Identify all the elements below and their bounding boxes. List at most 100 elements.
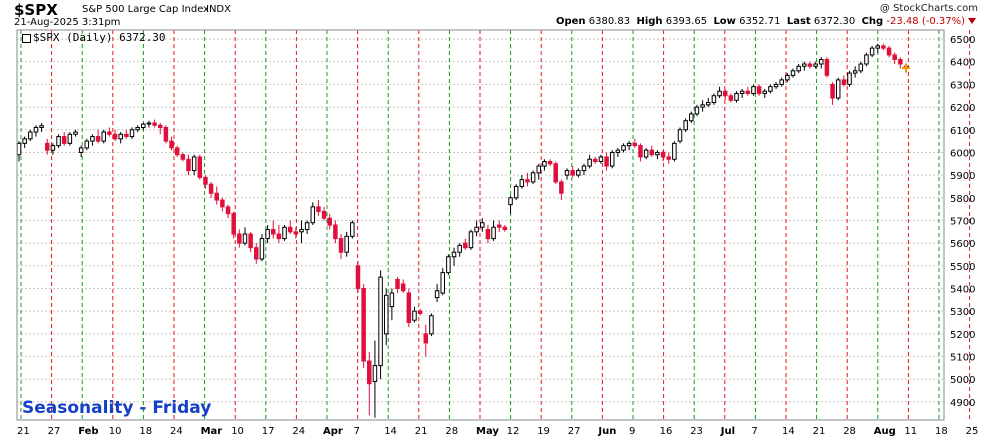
- candle-body: [621, 145, 626, 151]
- candle-body: [694, 106, 700, 115]
- last-value: 6372.30: [813, 16, 856, 27]
- candle-body: [400, 283, 406, 292]
- candle-body: [174, 147, 180, 156]
- series-legend: $SPX (Daily) 6372.30: [22, 31, 165, 44]
- y-tick-label: 5500: [950, 262, 975, 273]
- candle-body: [593, 158, 598, 163]
- candle-body: [248, 233, 253, 249]
- x-tick-label: Apr: [323, 426, 343, 437]
- overlay-title: Seasonality - Friday: [22, 398, 212, 418]
- candle-body: [395, 278, 400, 289]
- x-tick-label: 24: [170, 426, 183, 437]
- x-tick-label: 27: [568, 426, 581, 437]
- candle-body: [626, 142, 632, 147]
- candle-body: [157, 124, 163, 129]
- high-label: High: [636, 16, 663, 27]
- candle-body: [796, 65, 801, 72]
- candle-body: [338, 238, 344, 253]
- candle-body: [191, 156, 197, 172]
- candle-body: [169, 140, 174, 149]
- candle-body: [276, 233, 282, 240]
- candle-body: [383, 294, 389, 335]
- candle-body: [463, 242, 468, 249]
- candle-body: [739, 90, 745, 94]
- exchange-label: INDX: [206, 4, 231, 15]
- candle-body: [576, 170, 581, 176]
- candle-body: [220, 199, 225, 208]
- candle-body: [44, 142, 50, 151]
- candle-body: [61, 136, 67, 144]
- brand-label: @ StockCharts.com: [879, 3, 978, 14]
- quote-summary: Open 6380.83 High 6393.65 Low 6352.71 La…: [556, 16, 976, 27]
- candle-body: [502, 226, 508, 231]
- candle-body: [706, 102, 711, 106]
- candle-body: [197, 156, 203, 178]
- y-tick-label: 5100: [950, 353, 975, 364]
- candle-body: [491, 226, 496, 240]
- candle-body: [886, 47, 892, 56]
- x-tick-label: 18: [139, 426, 152, 437]
- candle-body: [553, 163, 558, 183]
- candle-body: [22, 138, 27, 144]
- x-tick-label: 10: [109, 426, 122, 437]
- candle-body: [581, 165, 587, 172]
- candle-body: [474, 226, 479, 233]
- candle-body: [350, 222, 355, 237]
- candle-body: [50, 145, 56, 151]
- candle-body: [559, 181, 564, 194]
- candle-body: [485, 229, 491, 240]
- chart-header: $SPX S&P 500 Large Cap Index INDX @ Stoc…: [0, 0, 990, 30]
- candle-body: [457, 244, 462, 253]
- y-tick-label: 4900: [950, 398, 975, 409]
- candle-body: [124, 133, 129, 138]
- candle-body: [638, 145, 643, 158]
- candle-body: [598, 156, 604, 163]
- candle-body: [73, 131, 78, 135]
- security-description: S&P 500 Large Cap Index: [82, 4, 210, 15]
- candle-body: [327, 217, 332, 226]
- y-tick-label: 6300: [950, 80, 975, 91]
- candle-body: [841, 79, 847, 85]
- candle-body: [751, 86, 756, 94]
- candle-body: [316, 206, 321, 212]
- x-tick-label: 16: [660, 426, 673, 437]
- y-tick-label: 5800: [950, 194, 975, 205]
- candle-body: [372, 365, 378, 382]
- candle-body: [587, 158, 592, 167]
- x-tick-label: 18: [935, 426, 948, 437]
- candle-body: [90, 136, 95, 142]
- candle-body: [655, 151, 660, 156]
- candle-body: [745, 90, 751, 94]
- candle-body: [152, 122, 157, 126]
- candle-body: [293, 231, 299, 235]
- candle-body: [39, 125, 44, 128]
- candle-body: [265, 229, 270, 240]
- candle-body: [28, 131, 33, 140]
- candle-body: [813, 63, 818, 67]
- candle-body: [632, 142, 638, 147]
- x-tick-label: May: [476, 426, 499, 437]
- candle-body: [141, 123, 146, 129]
- candle-body: [225, 206, 231, 215]
- candle-body: [214, 192, 219, 201]
- y-tick-label: 6200: [950, 103, 975, 114]
- candle-body: [496, 224, 502, 228]
- x-tick-label: 25: [966, 426, 979, 437]
- candle-body: [790, 70, 796, 76]
- chg-value: -23.48 (-0.37%): [886, 16, 965, 27]
- candle-body: [468, 231, 474, 249]
- candle-body: [536, 165, 542, 174]
- candle-body: [33, 127, 39, 133]
- candle-body: [299, 229, 304, 233]
- y-tick-label: 6400: [950, 58, 975, 69]
- candle-body: [858, 63, 864, 72]
- candle-body: [378, 276, 383, 367]
- ticker-symbol: $SPX: [14, 1, 58, 19]
- x-tick-label: 19: [537, 426, 550, 437]
- candle-body: [649, 149, 655, 156]
- candle-body: [208, 183, 214, 194]
- candle-body: [101, 131, 106, 142]
- candle-body: [672, 142, 677, 160]
- x-tick-label: 28: [843, 426, 856, 437]
